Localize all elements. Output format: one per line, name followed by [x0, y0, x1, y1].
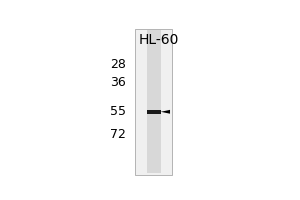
Bar [135, 29, 172, 175]
Polygon shape [161, 110, 170, 114]
Text: 72: 72 [110, 128, 126, 141]
Text: HL-60: HL-60 [138, 33, 178, 47]
Text: 36: 36 [110, 76, 126, 89]
Bar [147, 110, 161, 114]
Text: 55: 55 [110, 105, 126, 118]
Bar [147, 30, 161, 173]
Text: 28: 28 [110, 58, 126, 71]
